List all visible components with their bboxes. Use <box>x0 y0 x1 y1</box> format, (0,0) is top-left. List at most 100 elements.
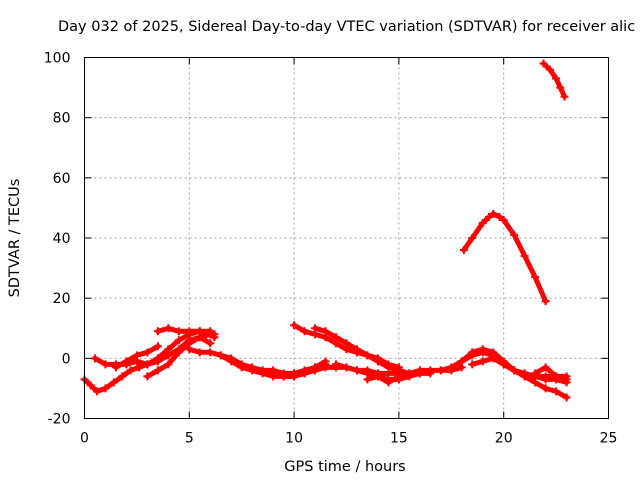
data-point <box>541 375 550 384</box>
x-tick-label: 15 <box>390 431 408 447</box>
data-point <box>499 215 508 224</box>
data-point <box>93 387 102 396</box>
axis-ticks <box>84 57 609 419</box>
data-point <box>499 360 508 369</box>
y-tick-label: 60 <box>53 171 71 187</box>
data-point <box>321 363 330 372</box>
data-point <box>363 351 372 360</box>
data-point <box>556 83 565 92</box>
data-point <box>109 378 118 387</box>
x-tick-label: 5 <box>185 431 194 447</box>
data-point <box>174 336 183 345</box>
data-point <box>132 351 141 360</box>
data-point <box>185 345 194 354</box>
x-tick-label: 10 <box>285 431 303 447</box>
y-tick-label: 0 <box>62 351 71 367</box>
data-point <box>545 65 554 74</box>
data-point <box>143 372 152 381</box>
data-point <box>311 324 320 333</box>
data-point <box>478 357 487 366</box>
data-point <box>562 375 571 384</box>
data-point <box>153 366 162 375</box>
data-point <box>216 351 225 360</box>
data-point <box>489 354 498 363</box>
data-point <box>174 348 183 357</box>
series-trace <box>365 373 402 385</box>
data-point <box>111 363 120 372</box>
data-point <box>269 369 278 378</box>
data-point <box>562 393 571 402</box>
series-trace-3 <box>111 342 162 372</box>
data-point <box>541 363 550 372</box>
x-tick-label: 20 <box>495 431 513 447</box>
data-point <box>373 372 382 381</box>
data-point <box>90 354 99 363</box>
data-point <box>478 218 487 227</box>
data-point <box>415 369 424 378</box>
data-point <box>485 212 494 221</box>
data-point <box>384 363 393 372</box>
data-point <box>539 59 548 68</box>
data-point <box>495 212 504 221</box>
data-point <box>206 339 215 348</box>
y-tick-label: 80 <box>53 111 71 127</box>
x-tick-labels: 0 5 10 15 20 25 <box>80 431 617 447</box>
data-point <box>153 357 162 366</box>
series-trace-17 <box>459 209 550 306</box>
grid <box>84 57 609 419</box>
data-point <box>541 297 550 306</box>
y-tick-labels: -20 0 20 40 60 80 100 <box>44 51 71 428</box>
data-point <box>478 345 487 354</box>
data-point <box>520 252 529 261</box>
data-point <box>134 363 143 372</box>
data-point <box>321 327 330 336</box>
y-tick-label: 100 <box>44 51 71 67</box>
series-trace-12 <box>363 372 403 387</box>
data-point <box>457 357 466 366</box>
data-point <box>143 348 152 357</box>
data-point <box>531 273 540 282</box>
data-point <box>164 360 173 369</box>
data-point <box>468 348 477 357</box>
data-point <box>510 366 519 375</box>
data-point <box>195 348 204 357</box>
series-trace-18 <box>539 59 569 101</box>
data-point <box>552 387 561 396</box>
data-point <box>436 366 445 375</box>
data-point <box>153 327 162 336</box>
series-trace-16 <box>531 363 571 384</box>
data-point <box>373 357 382 366</box>
data-point <box>237 363 246 372</box>
data-point <box>489 209 498 218</box>
y-tick-label: 20 <box>53 291 71 307</box>
chart-title: Day 032 of 2025, Sidereal Day-to-day VTE… <box>58 19 635 35</box>
data-point <box>210 330 219 339</box>
data-point <box>342 339 351 348</box>
x-tick-label: 0 <box>80 431 89 447</box>
data-point <box>258 369 267 378</box>
data-point <box>290 321 299 330</box>
data-point <box>195 327 204 336</box>
data-point <box>453 363 462 372</box>
x-axis-label: GPS time / hours <box>284 459 405 475</box>
data-point <box>122 357 131 366</box>
data-point <box>143 360 152 369</box>
y-axis-label: SDTVAR / TECUs <box>7 179 23 298</box>
data-markers <box>80 59 571 402</box>
data-point <box>101 360 110 369</box>
data-point <box>342 363 351 372</box>
y-tick-label: 40 <box>53 231 71 247</box>
data-point <box>531 369 540 378</box>
data-point <box>164 324 173 333</box>
data-point <box>552 74 561 83</box>
data-point <box>101 384 110 393</box>
data-point <box>174 327 183 336</box>
data-point <box>352 366 361 375</box>
data-point <box>300 369 309 378</box>
data-point <box>164 351 173 360</box>
data-point <box>206 327 215 336</box>
data-point <box>394 372 403 381</box>
data-point <box>468 234 477 242</box>
